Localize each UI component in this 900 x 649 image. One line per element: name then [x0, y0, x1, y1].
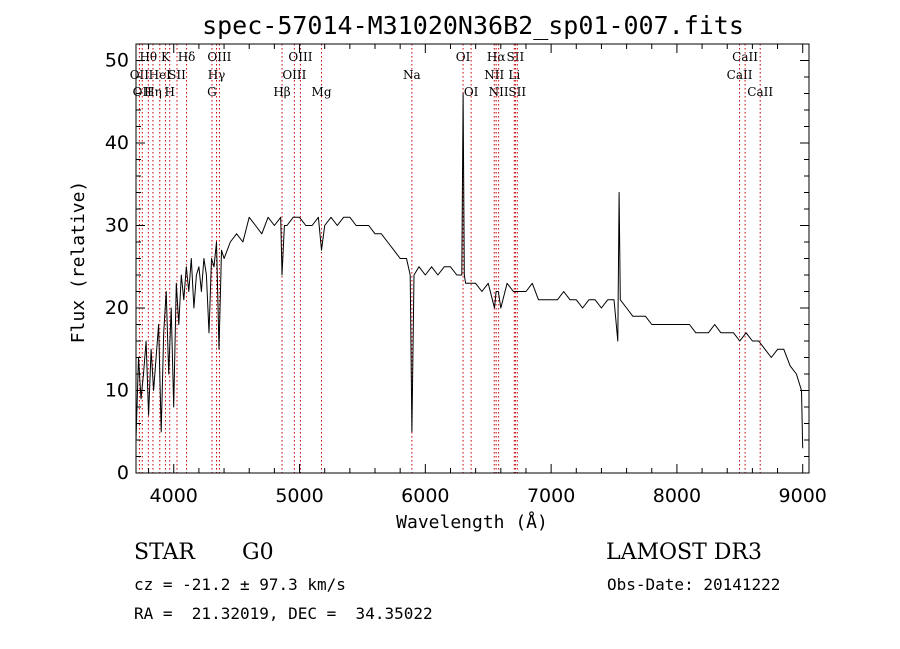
line-marker-label: OIII [207, 50, 231, 64]
y-tick-label: 50 [105, 50, 129, 72]
y-tick-label: 0 [117, 462, 129, 484]
line-marker-label: SII [507, 50, 525, 64]
line-marker-label: OIII [288, 50, 312, 64]
x-axis-label: Wavelength (Å) [396, 511, 548, 533]
y-axis-label: Flux (relative) [68, 181, 89, 344]
line-marker-label: Li [508, 68, 520, 82]
line-marker-label: HeI [149, 68, 172, 82]
line-marker-label: Hγ [208, 68, 226, 82]
redshift-velocity: cz = -21.2 ± 97.3 km/s [134, 575, 346, 594]
plot-frame [135, 43, 810, 474]
emission-line-markers: OII OII Hθ Hη HeI K H SII Hδ G Hγ OIII Hβ OIII OIII Mg N… [130, 44, 773, 473]
x-tick-label: 6000 [401, 485, 449, 507]
survey-name: LAMOST DR3 [606, 540, 762, 565]
line-marker-label: Na [403, 68, 421, 82]
flux-series [135, 93, 804, 449]
y-tick-label: 40 [105, 132, 129, 154]
line-marker-label: Mg [312, 85, 332, 99]
x-tick-label: 5000 [275, 485, 323, 507]
line-marker-label: H [164, 85, 174, 99]
sky-coordinates: RA = 21.32019, DEC = 34.35022 [134, 604, 433, 623]
line-marker-label: K [161, 50, 171, 64]
object-subclass: G0 [242, 540, 274, 565]
chart-title: spec-57014-M31020N36B2_sp01-007.fits [202, 11, 744, 40]
x-tick-label: 4000 [150, 485, 198, 507]
line-marker-label: OI [464, 85, 479, 99]
line-marker-label: CaII [732, 50, 758, 64]
x-tick-label: 8000 [653, 485, 701, 507]
line-marker-label: SII [508, 85, 526, 99]
x-axis-ticks: 4000 5000 6000 7000 8000 9000 [148, 44, 827, 507]
line-marker-label: Hα [487, 50, 506, 64]
line-marker-label: NII [484, 68, 504, 82]
line-marker-label: OI [456, 50, 471, 64]
line-marker-label: CaII [727, 68, 753, 82]
line-marker-label: OII [130, 68, 150, 82]
line-marker-label: NII [489, 85, 509, 99]
y-tick-label: 20 [105, 297, 129, 319]
observation-date: Obs-Date: 20141222 [607, 575, 781, 594]
line-marker-label: OII [133, 85, 153, 99]
x-tick-label: 7000 [527, 485, 575, 507]
line-marker-label: Hη [144, 85, 162, 99]
line-marker-label: G [207, 85, 217, 99]
line-marker-label: CaII [747, 85, 773, 99]
line-marker-label: Hβ [273, 85, 290, 99]
line-marker-label: SII [168, 68, 186, 82]
x-tick-label: 9000 [779, 485, 827, 507]
line-marker-label: Hθ [139, 50, 157, 64]
y-axis-ticks: 0 10 20 30 40 50 [105, 43, 809, 484]
line-marker-label: Hδ [178, 50, 196, 64]
line-marker-label: OIII [282, 68, 306, 82]
y-tick-label: 30 [105, 215, 129, 237]
spectrum-line [135, 93, 804, 449]
object-class: STAR [134, 540, 195, 565]
y-tick-label: 10 [105, 380, 129, 402]
